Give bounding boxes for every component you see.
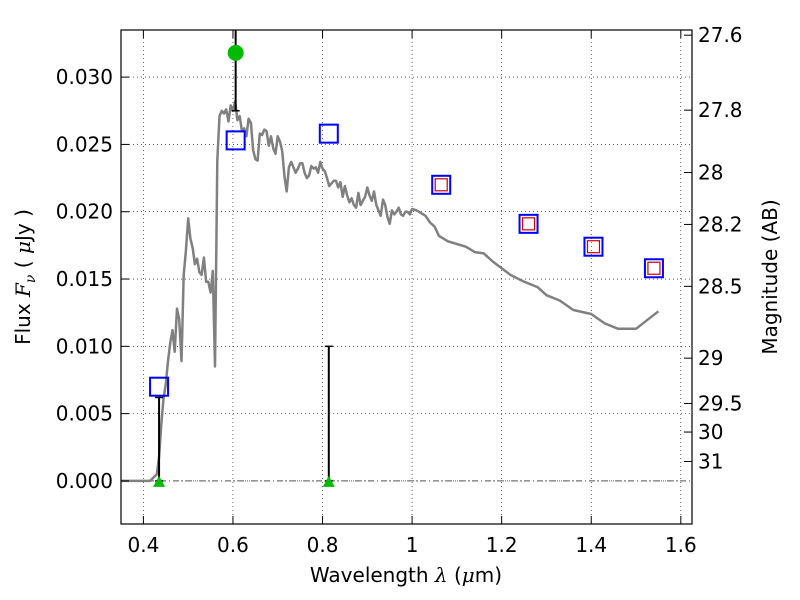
y-tick-label: 0.030 — [56, 65, 113, 89]
x-tick-label: 1 — [406, 533, 419, 557]
x-axis-title-unit: m) — [475, 563, 502, 587]
upper-limit-marker — [153, 475, 166, 487]
magnitude-tick-label: 28 — [698, 161, 723, 185]
x-tick-label: 0.6 — [217, 533, 249, 557]
observed-flux-marker — [431, 174, 452, 195]
sed-model-curve — [121, 100, 660, 483]
magnitude-tick-label: 27.6 — [698, 23, 743, 47]
x-axis-title-open: ( — [448, 563, 462, 587]
observed-flux-marker — [225, 130, 246, 151]
magnitude-tick-label: 28.5 — [698, 274, 743, 298]
model-flux-marker — [647, 261, 661, 275]
model-flux-marker — [434, 178, 448, 192]
model-flux-marker — [586, 240, 601, 254]
magnitude-tick-label: 28.2 — [698, 212, 743, 236]
magnitude-tick-label: 29 — [698, 346, 723, 370]
observed-flux-marker — [318, 123, 339, 144]
y-axis-title-var: F — [11, 282, 35, 298]
x-tick-label: 1.2 — [486, 533, 518, 557]
y-tick-label: 0.000 — [56, 469, 113, 493]
error-bar-layer — [155, 30, 333, 482]
y-tick-label: 0.020 — [56, 200, 113, 224]
y-axis-title: Flux Fν ( μJy ) — [11, 209, 39, 345]
y-tick-label: 0.015 — [56, 267, 113, 291]
x-tick-label: 0.4 — [127, 533, 159, 557]
y-axis-title-sub: ν — [23, 274, 39, 283]
x-tick-label: 0.8 — [307, 533, 339, 557]
y-tick-label: 0.005 — [56, 402, 113, 426]
x-axis-title-mu: μ — [462, 563, 475, 587]
y-axis-title-open: ( — [11, 254, 35, 275]
magnitude-tick-label: 30 — [698, 420, 723, 444]
y-tick-label: 0.010 — [56, 334, 113, 358]
y2-axis-title: Magnitude (AB) — [758, 199, 782, 354]
magnitude-tick-label: 29.5 — [698, 391, 743, 415]
magnitude-tick-label: 27.8 — [698, 98, 743, 122]
x-axis-title-var: λ — [434, 563, 448, 587]
sed-model-layer — [121, 100, 660, 483]
x-axis-title-prefix: Wavelength — [310, 563, 435, 587]
y-tick-label: 0.025 — [56, 132, 113, 156]
observed-flux-marker — [643, 258, 664, 279]
x-axis-title: Wavelength λ (μm) — [310, 563, 502, 587]
tick-layer — [121, 30, 692, 524]
x-tick-label: 1.4 — [575, 533, 607, 557]
x-tick-label: 1.6 — [665, 533, 697, 557]
observed-flux-marker — [149, 376, 170, 397]
tick-label-layer: 0.4 0.6 0.8 1 1.2 1.4 1.6 0.000 0.005 0.010 0.015 0… — [56, 23, 743, 557]
marker-layer — [149, 44, 664, 487]
upper-limit-marker — [322, 475, 335, 487]
observed-flux-marker — [583, 236, 604, 257]
plot-frame — [120, 29, 693, 525]
y-axis-title-prefix: Flux — [11, 297, 35, 345]
y-axis-title-mu: μ — [11, 241, 35, 254]
detection-marker — [227, 44, 244, 61]
model-flux-marker — [521, 217, 536, 231]
y-axis-title-unit: Jy ) — [11, 209, 35, 243]
magnitude-tick-label: 31 — [698, 449, 723, 473]
observed-flux-marker — [518, 213, 539, 234]
